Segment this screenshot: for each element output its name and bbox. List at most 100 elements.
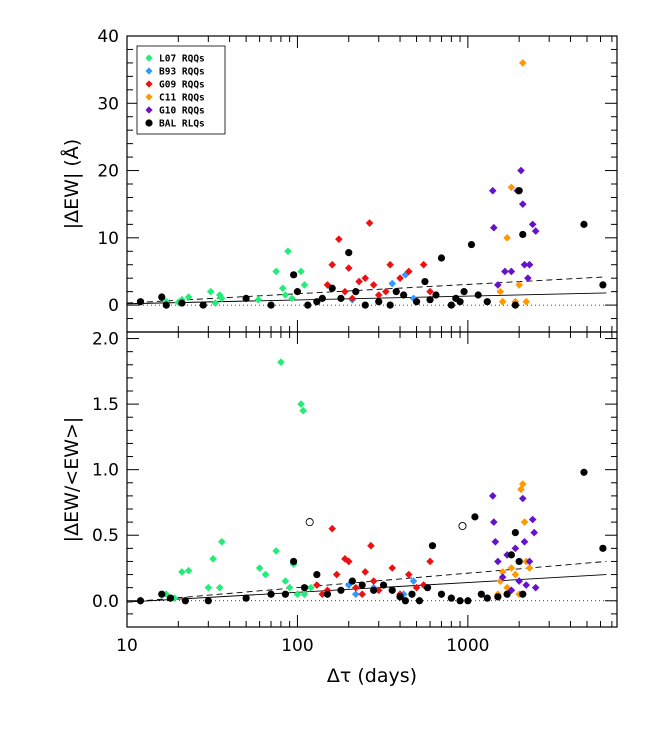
top-panel-point-b93-rqqs xyxy=(388,279,397,288)
top-panel-point-g09-rqqs xyxy=(386,260,394,269)
bottom-panel-point-bal-rlqs xyxy=(515,557,523,566)
bottom-panel-point-g10-rqqs xyxy=(518,494,527,503)
bottom-panel-point-bal-rlqs xyxy=(408,590,416,598)
top-panel-point-l07-rqqs xyxy=(254,295,263,304)
top-panel-point-g09-rqqs xyxy=(341,287,349,296)
top-panel-point-g09-rqqs xyxy=(382,287,390,296)
top-panel-point-l07-rqqs xyxy=(211,299,220,307)
bottom-panel-point-l07-rqqs xyxy=(300,590,309,599)
legend-marker-g10-rqqs xyxy=(145,106,153,114)
bottom-panel-point-g09-rqqs xyxy=(374,586,383,595)
bottom-panel-point-g10-rqqs xyxy=(494,557,502,566)
bottom-panel-point-g10-rqqs xyxy=(488,492,497,500)
top-panel-point-g09-rqqs xyxy=(369,281,378,289)
bottom-panel-point-bal-rlqs xyxy=(396,593,404,601)
bottom-panel-point-bal-rlqs xyxy=(447,594,455,602)
top-panel-point-bal-rlqs xyxy=(293,288,302,296)
top-panel-point-g09-rqqs xyxy=(426,287,434,296)
bottom-panel-point-g09-rqqs xyxy=(426,557,434,566)
bottom-panel-point-bal-rlqs xyxy=(313,570,321,579)
bottom-panel-point-bal-rlqs xyxy=(370,586,378,594)
bottom-panel-point-bal-rlqs xyxy=(423,584,432,592)
top-panel-point-bal-rlqs xyxy=(426,296,434,304)
bottom-panel-point-c11-rqqs xyxy=(517,485,525,494)
bottom-panel-point-bal-rlqs xyxy=(281,590,290,598)
bottom-panel-point-g09-rqqs xyxy=(419,581,428,589)
bottom-panel-point-g10-rqqs xyxy=(491,537,500,546)
bottom-panel-point-l07-rqqs xyxy=(184,566,193,575)
top-panel-point-l07-rqqs xyxy=(281,291,290,299)
bottom-panel-point-l07-rqqs xyxy=(293,590,302,599)
top-panel-point-g09-rqqs xyxy=(374,291,383,299)
top-panel-point-bal-rlqs xyxy=(392,288,400,296)
bottom-panel-point-bal-rlqs xyxy=(494,593,502,601)
bottom-panel-point-g09-rqqs xyxy=(361,568,370,576)
legend-label-b93-rqqs: B93 RQQs xyxy=(159,67,205,78)
bottom-panel-point-bal-rlqs xyxy=(456,597,464,605)
bottom-panel-point-c11-rqqs xyxy=(525,564,534,572)
legend-label-l07-rqqs: L07 RQQs xyxy=(159,54,205,65)
bottom-panel-point-bal-rlqs xyxy=(471,513,479,521)
top-panel-point-g09-rqqs xyxy=(335,235,343,243)
top-panel-point-bal-rlqs xyxy=(511,301,519,309)
bottom-panel-y-tick-label: 1.0 xyxy=(92,461,119,481)
legend-marker-l07-rqqs xyxy=(145,54,153,62)
top-panel-point-l07-rqqs xyxy=(288,294,296,303)
top-panel-point-g10-rqqs xyxy=(531,227,540,235)
top-panel-point-g10-rqqs xyxy=(490,223,498,232)
bottom-panel-point-c11-rqqs xyxy=(507,564,516,572)
legend-marker-c11-rqqs xyxy=(145,93,153,101)
bottom-panel-point-bal-rlqs xyxy=(267,590,275,598)
top-panel-point-g10-rqqs xyxy=(501,267,509,276)
bottom-panel-point-bal-rlqs xyxy=(503,590,511,598)
top-panel-point-bal-rlqs xyxy=(483,298,491,306)
top-panel-point-g09-rqqs xyxy=(404,267,413,276)
top-panel-point-c11-rqqs xyxy=(518,59,527,67)
bottom-panel-point-bal-rlqs xyxy=(204,597,212,605)
top-panel-point-bal-rlqs xyxy=(456,298,464,306)
bottom-panel-point-bal-rlqs xyxy=(290,557,298,566)
bottom-panel-y-tick-label: 0.5 xyxy=(92,526,119,546)
top-panel-y-tick-label: 40 xyxy=(97,27,119,47)
top-panel-point-bal-rlqs xyxy=(519,230,527,239)
bottom-panel-point-l07-rqqs xyxy=(277,358,285,366)
top-panel-point-bal-rlqs xyxy=(515,187,523,195)
top-panel-y-tick-label: 10 xyxy=(97,229,119,249)
bottom-panel-point-bal-rlqs xyxy=(507,551,515,559)
top-panel-point-l07-rqqs xyxy=(218,294,226,303)
top-panel-point-bal-rlqs xyxy=(375,298,383,306)
bottom-panel-point-bal-rlqs xyxy=(580,468,588,476)
bottom-panel-point-l07-rqqs xyxy=(281,577,290,585)
top-panel-point-bal-rlqs xyxy=(199,301,207,309)
top-panel-point-bal-rlqs xyxy=(290,271,298,279)
bottom-panel-point-c11-rqqs xyxy=(511,570,520,579)
bottom-panel-point-bal-rlqs xyxy=(242,594,250,602)
top-panel-point-g09-rqqs xyxy=(419,260,428,269)
bottom-panel-point-g10-rqqs xyxy=(498,573,507,581)
bottom-panel-point-c11-rqqs xyxy=(498,568,507,576)
top-panel-point-l07-rqqs xyxy=(300,281,309,289)
top-panel-point-g10-rqqs xyxy=(488,186,497,195)
bottom-panel-point-l07-rqqs xyxy=(261,570,270,579)
top-panel-point-bal-rlqs xyxy=(467,240,476,249)
top-panel-point-l07-rqqs xyxy=(272,267,280,276)
top-panel-point-g10-rqqs xyxy=(528,220,537,229)
bottom-panel-point-l07-rqqs xyxy=(307,583,315,592)
bottom-panel-y-tick-label: 2.0 xyxy=(92,330,119,350)
bottom-panel-point-bal-rlqs xyxy=(136,597,145,605)
bottom-panel-point-g10-rqqs xyxy=(515,577,523,585)
top-panel-point-bal-rlqs xyxy=(162,301,170,309)
top-panel-dashed-fit-line xyxy=(126,276,607,304)
top-panel-point-l07-rqqs xyxy=(284,247,292,256)
top-panel-point-bal-rlqs xyxy=(599,281,607,289)
bottom-panel-point-l07-rqqs xyxy=(299,406,307,415)
top-panel-point-g09-rqqs xyxy=(365,219,374,227)
bottom-panel-point-c11-rqqs xyxy=(520,518,529,526)
top-panel-point-g10-rqqs xyxy=(520,260,529,269)
bottom-panel-point-bal-rlqs xyxy=(599,544,607,552)
bottom-panel-point-bal-rlqs xyxy=(300,584,309,592)
bottom-panel-point-g09-rqqs xyxy=(358,590,367,599)
bottom-panel-point-g10-rqqs xyxy=(525,557,534,566)
top-panel-point-bal-rlqs xyxy=(474,291,482,299)
top-panel-y-tick-label: 20 xyxy=(97,162,119,182)
